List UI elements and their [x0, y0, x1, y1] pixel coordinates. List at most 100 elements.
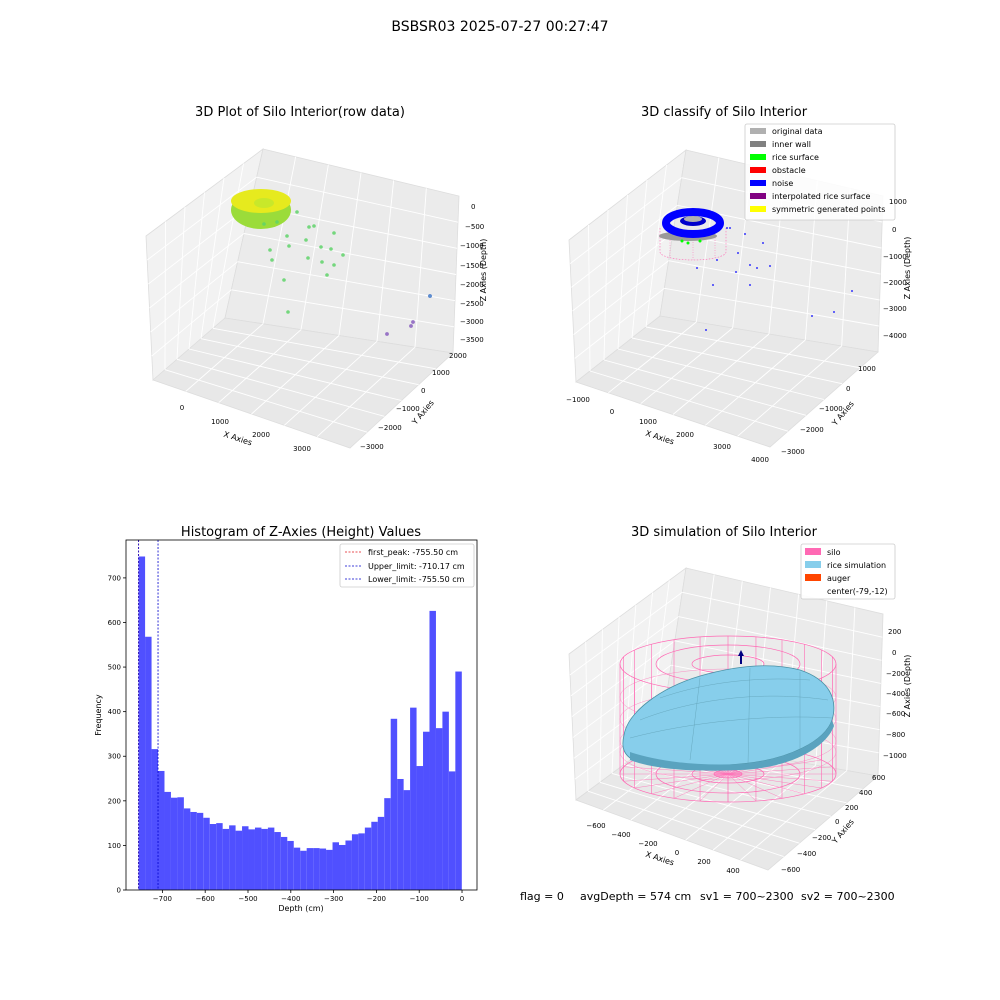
- tick-label: −2000: [378, 424, 402, 432]
- grid-line: [599, 629, 603, 783]
- panel-classify-y-ticks: 1000 0 −1000 −2000 −3000: [781, 365, 876, 456]
- rice-point: [698, 239, 702, 243]
- panel-classify-title: 3D classify of Silo Interior: [641, 105, 808, 120]
- grid-line: [599, 781, 800, 844]
- tick-label: 0: [610, 408, 614, 416]
- grid-line: [685, 759, 785, 841]
- histogram-bar: [319, 848, 327, 890]
- scatter-point: [307, 225, 311, 229]
- panel-raw-title: 3D Plot of Silo Interior(row data): [195, 105, 405, 120]
- grid-line: [712, 764, 817, 851]
- classify-noise-ring: [662, 208, 724, 238]
- histogram-bar: [280, 836, 288, 890]
- grid-line: [846, 607, 856, 771]
- histogram-bar: [287, 840, 294, 890]
- histogram-bar: [138, 556, 146, 890]
- silo-spoke: [673, 773, 729, 799]
- classify-silo: [659, 208, 727, 261]
- legend-label-rice: rice simulation: [827, 561, 886, 570]
- histogram-bar: [151, 749, 159, 890]
- scatter-point: [428, 294, 432, 298]
- scatter-point: [341, 253, 345, 257]
- footer-stats: flag = 0 avgDepth = 574 cm sv1 = 700~230…: [520, 890, 895, 903]
- y-tick-label: 700: [108, 574, 121, 582]
- histogram-bar: [326, 849, 333, 890]
- histogram-bar: [371, 821, 378, 890]
- histogram-title: Histogram of Z-Axies (Height) Values: [181, 525, 421, 540]
- x-tick-label: −400: [281, 895, 300, 903]
- panel-classify-zlabel: Z Axies (Depth): [903, 237, 912, 300]
- tick-label: −500: [465, 223, 484, 231]
- panel-simulation-x-ticks: −600 −400 −200 0 200 400: [586, 822, 739, 875]
- noise-point: [726, 227, 728, 229]
- histogram-x-ticks: −700 −600 −500 −400 −300 −200 −100 0: [153, 890, 464, 903]
- legend-label-rice: rice surface: [772, 153, 819, 162]
- silo-spoke: [727, 766, 833, 775]
- noise-point: [762, 242, 764, 244]
- mesh-line: [747, 667, 751, 765]
- scatter-point: [332, 231, 336, 235]
- legend-label-interp: interpolated rice surface: [772, 192, 870, 201]
- raw-blob: [231, 189, 291, 229]
- histogram-bar: [306, 848, 314, 890]
- legend-swatch-rice: [805, 561, 821, 568]
- tick-label: 1000: [211, 418, 229, 426]
- grid-line: [572, 664, 672, 738]
- panel-classify-x-ticks: −1000 0 1000 2000 3000 4000: [566, 396, 769, 464]
- histogram-bar: [416, 766, 424, 890]
- panel-raw-y-ticks: 2000 1000 0 −1000 −2000 −3000: [360, 352, 467, 451]
- grid-line: [316, 346, 416, 437]
- tick-label: 0: [846, 385, 850, 393]
- panel-raw-z-ticks: 0 −500 −1000 −1500 −2000 −2500 −3000 −35…: [460, 203, 484, 344]
- tick-label: 1000: [889, 198, 907, 206]
- tick-label: −200: [812, 834, 831, 842]
- tick-label: 1000: [432, 369, 450, 377]
- histogram-bar: [300, 850, 307, 890]
- noise-point: [696, 267, 698, 269]
- histogram-bar: [332, 842, 339, 890]
- auger-head: [738, 650, 744, 656]
- scatter-point: [319, 245, 323, 249]
- noise-point: [769, 265, 771, 267]
- histogram-bar: [313, 848, 320, 890]
- histogram-bar: [351, 834, 359, 890]
- panel-raw-3d: 3D Plot of Silo Interior(row data) 0 100…: [145, 105, 488, 453]
- tick-label: −2000: [800, 426, 824, 434]
- silo-spoke: [634, 773, 729, 789]
- silo-spoke: [727, 773, 783, 799]
- histogram-bar: [403, 790, 411, 890]
- x-tick-label: −600: [196, 895, 215, 903]
- tick-label: −3500: [460, 336, 484, 344]
- tick-label: −3000: [360, 443, 384, 451]
- panel-raw-zlabel: Z Axies (Depth): [479, 239, 488, 302]
- histogram-bar: [190, 811, 197, 890]
- histogram-bar: [248, 829, 255, 890]
- tick-label: −400: [797, 850, 816, 858]
- silo-spoke: [727, 773, 833, 782]
- panel-classify-legend: original data inner wall rice surface ob…: [744, 123, 896, 221]
- tick-label: 2000: [252, 431, 270, 439]
- rice-surface-shade: [630, 720, 834, 771]
- noise-point: [833, 311, 835, 313]
- tick-label: −400: [886, 690, 905, 698]
- grid-line: [570, 616, 679, 697]
- legend-swatch-symmetric: [750, 206, 766, 212]
- footer-flag: flag = 0: [520, 890, 564, 903]
- histogram-bar: [145, 636, 152, 890]
- scatter-point: [285, 234, 289, 238]
- tick-label: −4000: [883, 332, 907, 340]
- tick-label: −400: [611, 831, 630, 839]
- y-tick-label: 400: [108, 708, 121, 716]
- tick-label: 3000: [713, 443, 731, 451]
- legend-label-original: original data: [772, 127, 823, 136]
- legend-box: [339, 543, 475, 588]
- y-tick-label: 200: [108, 797, 121, 805]
- panel-classify-ylabel: Y Axies: [830, 399, 856, 428]
- rice-surface-mesh: [629, 667, 833, 765]
- histogram-bar: [164, 791, 171, 890]
- legend-swatch-obstacle: [750, 167, 766, 173]
- legend-label-first-peak: first_peak: -755.50 cm: [368, 548, 458, 557]
- mesh-line: [689, 677, 701, 761]
- tick-label: 0: [471, 203, 475, 211]
- tick-label: −1500: [460, 262, 484, 270]
